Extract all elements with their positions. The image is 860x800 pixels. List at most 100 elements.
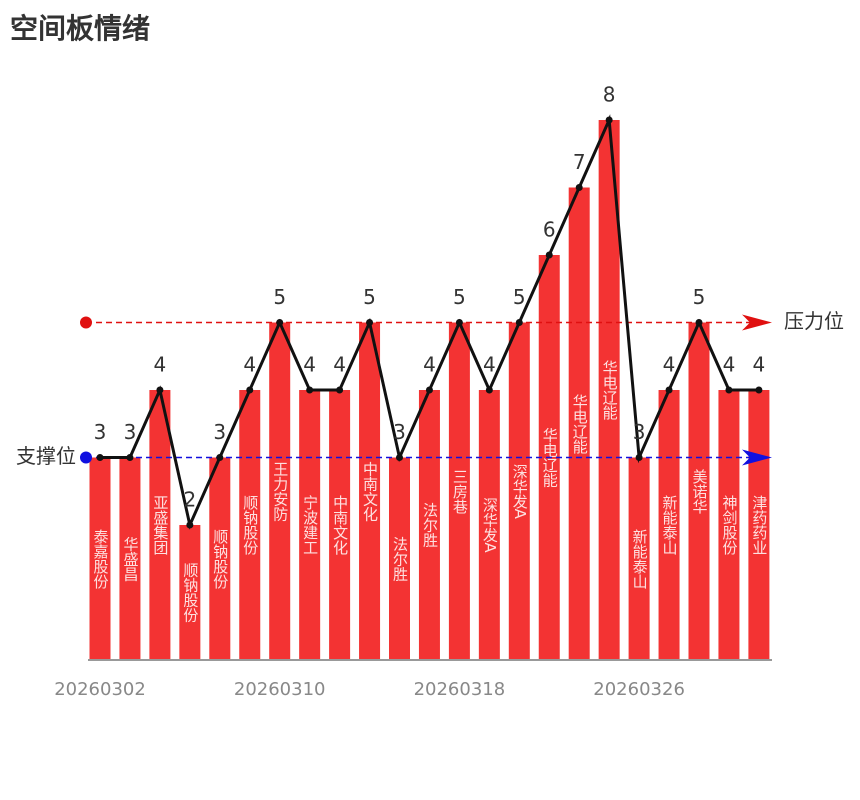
- bar-label: 顺钠股份: [181, 563, 199, 624]
- bar: [299, 390, 321, 660]
- bar: [418, 390, 440, 660]
- reference-dot: [80, 451, 92, 464]
- x-tick-label: 20260326: [593, 679, 685, 700]
- bar: [478, 390, 500, 660]
- bar-label: 顺钠股份: [241, 495, 259, 556]
- trend-point: [485, 386, 493, 394]
- bar-label: 亚盛集团: [151, 495, 169, 555]
- value-label: 4: [753, 353, 766, 377]
- bar: [119, 457, 141, 660]
- trend-point: [336, 386, 344, 394]
- bar-label: 华电辽能: [571, 394, 589, 455]
- bar: [598, 120, 620, 660]
- value-label: 4: [303, 353, 316, 377]
- bar: [658, 390, 680, 660]
- value-label: 4: [154, 353, 167, 377]
- trend-point: [515, 319, 523, 326]
- trend-point: [366, 319, 374, 326]
- bar: [179, 525, 201, 660]
- trend-point: [605, 116, 613, 124]
- value-label: 5: [513, 285, 526, 309]
- trend-point: [665, 386, 673, 394]
- bar: [688, 322, 710, 660]
- trend-point: [725, 386, 733, 394]
- reference-label: 支撑位: [16, 444, 76, 468]
- value-label: 4: [723, 353, 736, 377]
- trend-point: [575, 184, 583, 191]
- bar: [508, 322, 530, 660]
- value-label: 3: [633, 420, 646, 444]
- trend-point: [425, 386, 433, 394]
- trend-point: [156, 386, 164, 394]
- bar-label: 美诺华: [691, 469, 709, 514]
- value-label: 5: [363, 285, 376, 309]
- bar: [568, 187, 590, 660]
- bar-label: 三房巷: [451, 469, 469, 514]
- x-tick-label: 20260310: [234, 679, 326, 700]
- trend-point: [545, 251, 553, 259]
- bar: [718, 390, 740, 660]
- bar-label: 宁波建工: [301, 495, 319, 555]
- value-label: 4: [423, 353, 436, 377]
- bar-label: 华盛昌: [121, 536, 139, 581]
- bar-label: 新能泰山: [631, 529, 649, 589]
- trend-point: [246, 386, 254, 394]
- bar-label: 深华发A: [481, 497, 499, 553]
- trend-point: [635, 454, 643, 461]
- bar-label: 新能泰山: [661, 495, 679, 555]
- value-label: 3: [94, 420, 107, 444]
- value-label: 2: [183, 488, 196, 512]
- trend-point: [276, 319, 284, 326]
- value-label: 3: [213, 420, 226, 444]
- bar-label: 津药药业: [750, 495, 768, 555]
- value-label: 3: [393, 420, 406, 444]
- reference-arrow: [742, 314, 772, 331]
- value-label: 7: [573, 150, 586, 174]
- bar-label: 泰嘉股份: [92, 529, 110, 590]
- value-label: 5: [453, 285, 466, 309]
- value-label: 8: [603, 83, 616, 107]
- trend-point: [96, 454, 104, 461]
- value-label: 4: [483, 353, 496, 377]
- bar-label: 法尔胜: [391, 536, 409, 581]
- reference-dot: [80, 316, 92, 329]
- trend-point: [695, 319, 703, 326]
- bar: [269, 322, 291, 660]
- bar-label: 神剑股份: [720, 495, 738, 556]
- bar: [149, 390, 171, 660]
- bar: [239, 390, 261, 660]
- reference-label: 压力位: [784, 309, 844, 333]
- bar: [209, 457, 231, 660]
- value-label: 5: [273, 285, 286, 309]
- bar: [89, 457, 111, 660]
- bar-label: 华电辽能: [601, 360, 619, 421]
- trend-point: [455, 319, 463, 326]
- bar: [359, 322, 381, 660]
- trend-point: [126, 454, 134, 461]
- x-tick-label: 20260318: [414, 679, 506, 700]
- bar: [389, 457, 410, 660]
- value-label: 5: [693, 285, 706, 309]
- x-tick-label: 20260302: [54, 679, 146, 700]
- trend-point: [396, 454, 403, 461]
- chart-title: 空间板情绪: [10, 12, 150, 45]
- bar: [448, 322, 470, 660]
- value-label: 3: [124, 420, 137, 444]
- value-label: 4: [243, 353, 256, 377]
- bar-label: 王力安防: [271, 461, 289, 522]
- value-label: 4: [333, 353, 346, 377]
- trend-point: [306, 386, 314, 394]
- bar-label: 中南文化: [361, 461, 379, 521]
- bar-label: 顺钠股份: [211, 529, 229, 590]
- trend-point: [755, 386, 763, 394]
- value-label: 4: [663, 353, 676, 377]
- trend-point: [186, 521, 194, 529]
- bar: [329, 390, 351, 660]
- bar-label: 深华发A: [511, 464, 529, 520]
- bar: [628, 457, 650, 660]
- bar-label: 法尔胜: [421, 503, 439, 548]
- trend-point: [216, 454, 224, 461]
- value-label: 6: [543, 218, 556, 242]
- reference-arrow: [742, 449, 772, 466]
